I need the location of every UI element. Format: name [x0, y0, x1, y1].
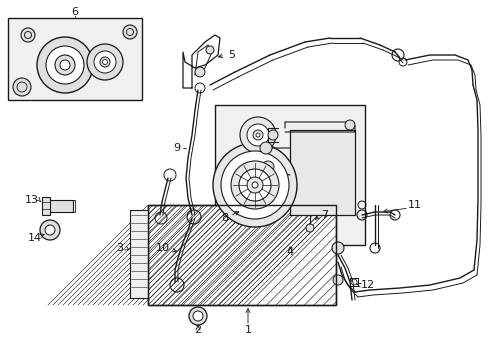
Text: 8: 8: [221, 213, 228, 223]
Circle shape: [55, 55, 75, 75]
Text: 11: 11: [407, 200, 421, 210]
Circle shape: [305, 224, 313, 232]
Bar: [130, 210, 148, 298]
Circle shape: [205, 46, 214, 54]
Bar: [8, 18, 142, 100]
Circle shape: [46, 46, 84, 84]
Circle shape: [331, 242, 343, 254]
Circle shape: [252, 130, 263, 140]
Circle shape: [193, 311, 203, 321]
Text: 6: 6: [71, 7, 79, 17]
Circle shape: [239, 169, 270, 201]
Bar: [48, 200, 73, 212]
Circle shape: [246, 124, 268, 146]
Text: 10: 10: [156, 243, 170, 253]
Text: 4: 4: [286, 247, 293, 257]
Circle shape: [37, 37, 93, 93]
Circle shape: [251, 182, 258, 188]
Circle shape: [60, 60, 70, 70]
Bar: [215, 105, 364, 245]
Text: 13: 13: [25, 195, 39, 205]
Bar: [148, 205, 335, 305]
Circle shape: [40, 220, 60, 240]
Text: 1: 1: [244, 325, 251, 335]
Circle shape: [21, 28, 35, 42]
Circle shape: [240, 117, 275, 153]
Circle shape: [87, 44, 123, 80]
Circle shape: [102, 59, 107, 64]
Text: 5: 5: [228, 50, 235, 60]
Text: 7: 7: [321, 210, 328, 220]
Circle shape: [221, 151, 288, 219]
Bar: [42, 197, 50, 215]
Circle shape: [94, 51, 116, 73]
Circle shape: [189, 307, 206, 325]
Circle shape: [246, 177, 263, 193]
Text: 2: 2: [194, 325, 201, 335]
Circle shape: [260, 142, 271, 154]
Text: 14: 14: [28, 233, 42, 243]
Circle shape: [100, 57, 110, 67]
Text: 3: 3: [116, 243, 123, 253]
Circle shape: [123, 25, 137, 39]
Circle shape: [195, 67, 204, 77]
Circle shape: [213, 143, 296, 227]
Circle shape: [230, 161, 279, 209]
Circle shape: [332, 275, 342, 285]
Circle shape: [262, 161, 273, 173]
Circle shape: [256, 133, 260, 137]
Bar: [148, 205, 335, 305]
Circle shape: [345, 120, 354, 130]
Circle shape: [45, 225, 55, 235]
Bar: [289, 130, 354, 215]
Circle shape: [13, 78, 31, 96]
Text: 12: 12: [360, 280, 374, 290]
Circle shape: [267, 130, 278, 140]
Text: 9: 9: [173, 143, 180, 153]
